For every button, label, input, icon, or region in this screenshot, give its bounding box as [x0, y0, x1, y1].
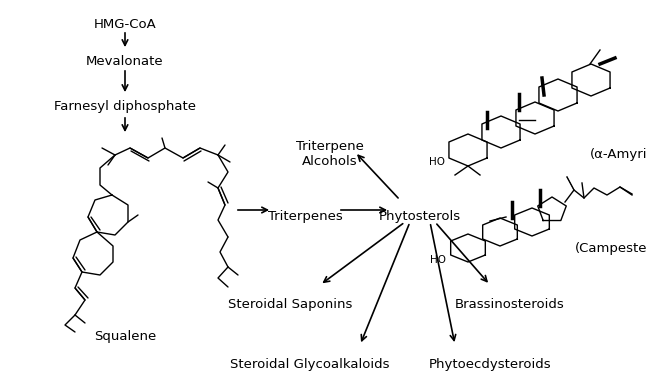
Text: Mevalonate: Mevalonate: [86, 55, 164, 68]
Text: Steroidal Saponins: Steroidal Saponins: [228, 298, 352, 311]
Text: Squalene: Squalene: [94, 330, 156, 343]
Text: (α-Amyrin): (α-Amyrin): [590, 148, 647, 161]
Text: Phytosterols: Phytosterols: [379, 210, 461, 223]
Text: Brassinosteroids: Brassinosteroids: [455, 298, 565, 311]
Text: HO: HO: [430, 255, 446, 265]
Text: Phytoecdysteroids: Phytoecdysteroids: [429, 358, 551, 371]
Text: HO: HO: [429, 157, 445, 167]
Text: (Campesterol): (Campesterol): [575, 242, 647, 255]
Text: Steroidal Glycoalkaloids: Steroidal Glycoalkaloids: [230, 358, 389, 371]
Text: Farnesyl diphosphate: Farnesyl diphosphate: [54, 100, 196, 113]
Text: Triterpene
Alcohols: Triterpene Alcohols: [296, 140, 364, 168]
Text: HMG-CoA: HMG-CoA: [94, 18, 157, 31]
Text: Triterpenes: Triterpenes: [268, 210, 342, 223]
